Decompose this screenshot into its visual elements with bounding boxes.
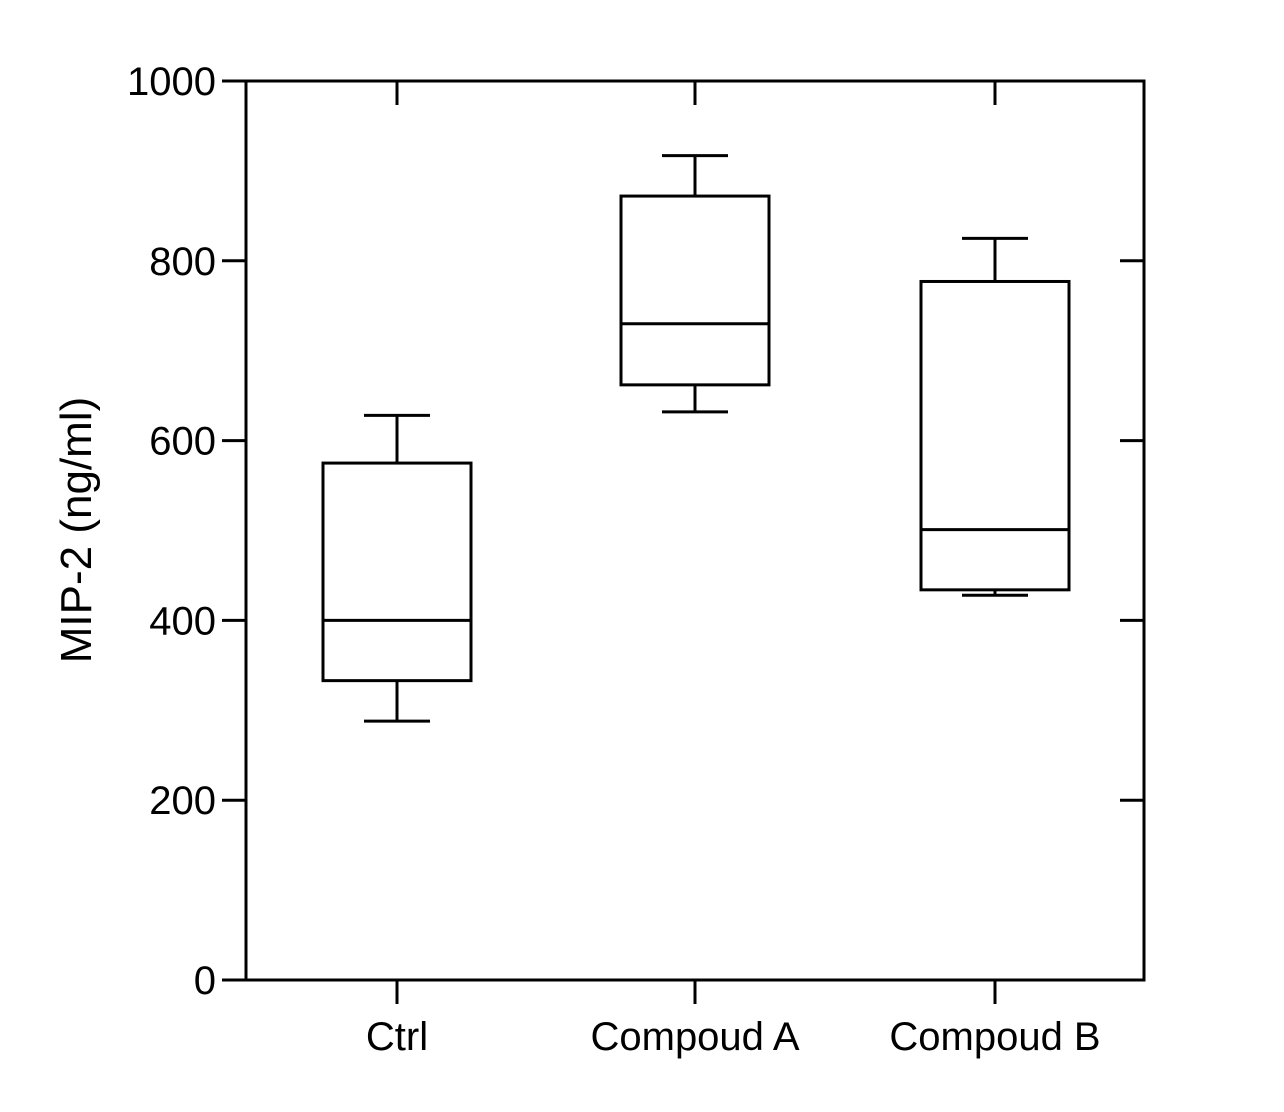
box-2 [619,154,771,414]
x-tick-label: Compoud A [590,1015,799,1059]
y-tick-label: 600 [149,420,216,464]
x-tick-label: Compoud B [889,1015,1100,1059]
iqr-box [919,279,1071,592]
iqr-box [619,194,771,387]
x-tick-label: Ctrl [366,1015,428,1059]
iqr-box [321,461,473,683]
y-tick-label: 400 [149,599,216,643]
y-tick-label: 800 [149,240,216,284]
y-axis-title: MIP-2 (ng/ml) [52,397,101,663]
y-axis: 0 200 400 600 800 1000 [127,60,1144,1003]
y-tick-label: 1000 [127,60,216,104]
box-1 [321,413,473,723]
box-3 [919,236,1071,597]
x-axis: Ctrl Compoud A Compoud B [366,81,1101,1059]
y-tick-label: 0 [194,959,216,1003]
y-tick-label: 200 [149,779,216,823]
boxes [321,154,1071,723]
